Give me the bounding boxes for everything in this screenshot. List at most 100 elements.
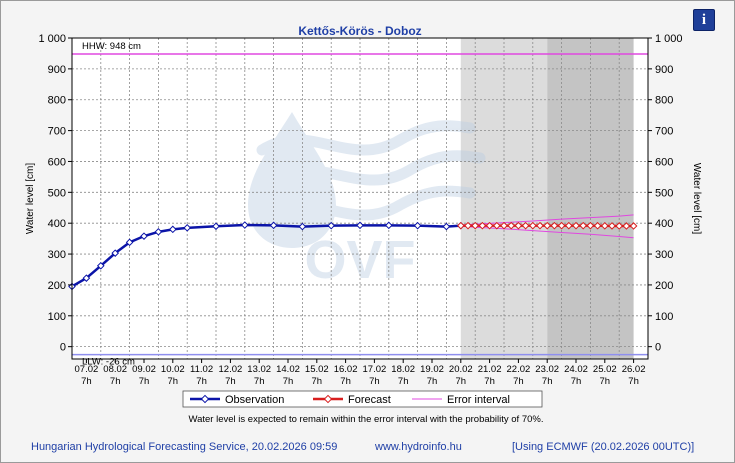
x-tick-label-time: 7h xyxy=(456,376,467,387)
y-axis-title: Water level [cm] xyxy=(25,163,36,235)
y-tick-label: 1 000 xyxy=(38,33,66,45)
observation-point xyxy=(442,222,451,231)
forecast-point xyxy=(514,221,523,230)
x-tick-label-time: 7h xyxy=(196,376,207,387)
x-tick-label-date: 09.02 xyxy=(132,364,156,375)
reference-line-label: HHW: 948 cm xyxy=(82,41,141,52)
x-tick-label-time: 7h xyxy=(168,376,179,387)
y-axis-title-right: Water level [cm] xyxy=(691,163,702,235)
forecast-point xyxy=(536,221,544,230)
x-tick-label-date: 22.02 xyxy=(507,364,531,375)
forecast-point xyxy=(521,221,530,230)
watermark-wave-line xyxy=(262,150,486,188)
forecast-point xyxy=(615,222,624,230)
x-tick-label-time: 7h xyxy=(398,376,409,387)
x-tick-label-date: 15.02 xyxy=(305,364,329,375)
legend-label: Error interval xyxy=(447,394,510,406)
footer-model-info: [Using ECMWF (20.02.2026 00UTC)] xyxy=(512,441,695,453)
x-tick-label-date: 14.02 xyxy=(276,364,300,375)
x-tick-label-time: 7h xyxy=(571,376,582,387)
y-tick-label-right: 0 xyxy=(655,342,661,354)
x-tick-label-time: 7h xyxy=(542,376,553,387)
observation-point xyxy=(212,222,220,231)
y-tick-label-right: 700 xyxy=(655,126,673,138)
y-tick-label-right: 100 xyxy=(655,311,673,323)
x-tick-label-date: 23.02 xyxy=(535,364,559,375)
y-tick-label-right: 600 xyxy=(655,156,673,168)
footer-website-link[interactable]: www.hydroinfo.hu xyxy=(375,441,462,453)
plot-frame xyxy=(71,37,649,360)
y-tick-label: 500 xyxy=(48,187,66,199)
y-tick-label: 0 xyxy=(60,342,66,354)
forecast-point xyxy=(528,221,537,230)
forecast-point xyxy=(600,221,609,230)
x-tick-label-time: 7h xyxy=(600,376,611,387)
forecast-point xyxy=(485,221,494,230)
y-tick-label: 900 xyxy=(48,64,66,76)
forecast-point xyxy=(564,221,573,230)
forecast-point xyxy=(557,221,566,230)
x-tick-label-date: 12.02 xyxy=(219,364,243,375)
y-tick-label-right: 300 xyxy=(655,249,673,261)
y-tick-label-right: 1 000 xyxy=(655,33,683,45)
x-tick-label-time: 7h xyxy=(513,376,524,387)
y-tick-label-right: 900 xyxy=(655,64,673,76)
observation-point xyxy=(168,225,177,234)
x-tick-label-date: 08.02 xyxy=(103,364,127,375)
observation-point xyxy=(327,221,336,230)
y-tick-label-right: 400 xyxy=(655,218,673,230)
y-tick-label-right: 500 xyxy=(655,187,673,199)
x-tick-label-date: 13.02 xyxy=(247,364,271,375)
observation-point xyxy=(154,228,163,236)
probability-note: Water level is expected to remain within… xyxy=(188,414,543,425)
y-tick-label: 600 xyxy=(48,156,66,168)
observation-point xyxy=(298,222,307,231)
y-tick-label-right: 200 xyxy=(655,280,673,292)
watermark-wave-line xyxy=(256,120,476,156)
observation-point xyxy=(240,221,249,229)
observation-point xyxy=(356,221,364,230)
chart-title: Kettős-Körös - Doboz xyxy=(298,24,421,38)
error-interval-line xyxy=(460,214,634,226)
x-tick-label-time: 7h xyxy=(254,376,265,387)
forecast-point xyxy=(471,221,480,230)
observation-point xyxy=(140,232,148,240)
ovf-watermark-logo: OVF xyxy=(248,112,486,290)
forecast-point xyxy=(507,221,516,230)
x-tick-label-date: 25.02 xyxy=(593,364,617,375)
x-tick-label-date: 16.02 xyxy=(334,364,358,375)
y-tick-label-right: 800 xyxy=(655,95,673,107)
info-button[interactable]: i xyxy=(693,9,715,31)
forecast-point xyxy=(456,221,465,230)
x-tick-label-date: 19.02 xyxy=(420,364,444,375)
x-tick-label-time: 7h xyxy=(139,376,150,387)
y-tick-label: 400 xyxy=(48,218,66,230)
x-tick-label-time: 7h xyxy=(283,376,294,387)
x-tick-label-date: 18.02 xyxy=(391,364,415,375)
observation-point xyxy=(125,238,134,247)
x-tick-label-time: 7h xyxy=(628,376,639,387)
error-interval-line xyxy=(460,225,634,239)
y-tick-label: 800 xyxy=(48,95,66,107)
x-tick-label-date: 07.02 xyxy=(75,364,99,375)
forecast-point xyxy=(629,222,638,230)
x-tick-label-time: 7h xyxy=(225,376,236,387)
x-tick-label-date: 20.02 xyxy=(449,364,473,375)
forecast-point xyxy=(478,221,487,230)
observation-point xyxy=(183,224,192,232)
forecast-point xyxy=(608,222,616,230)
footer-service: Hungarian Hydrological Forecasting Servi… xyxy=(31,441,338,453)
x-tick-label-date: 21.02 xyxy=(478,364,502,375)
forecast-point xyxy=(622,222,631,230)
x-tick-label-time: 7h xyxy=(81,376,92,387)
legend-label: Forecast xyxy=(348,394,391,406)
forecast-point xyxy=(593,221,602,230)
x-tick-label-time: 7h xyxy=(369,376,380,387)
observation-point xyxy=(384,221,393,230)
observation-point xyxy=(111,249,120,257)
x-tick-label-date: 17.02 xyxy=(363,364,387,375)
x-tick-label-time: 7h xyxy=(484,376,495,387)
observation-point xyxy=(82,274,91,282)
x-tick-label-time: 7h xyxy=(427,376,438,387)
